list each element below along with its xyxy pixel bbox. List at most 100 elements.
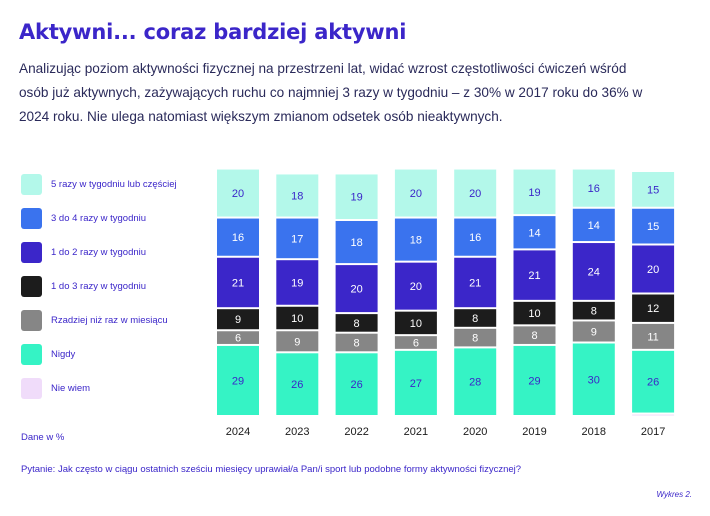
bar-segment bbox=[454, 218, 497, 256]
bar-segment bbox=[632, 350, 675, 413]
data-label: 8 bbox=[472, 333, 478, 345]
bar-segment bbox=[394, 218, 437, 261]
bar-segment bbox=[394, 350, 437, 415]
bar-segment bbox=[572, 301, 615, 320]
chart-number: Wykres 2. bbox=[656, 490, 692, 499]
bar-stack: 28 8 8 21 16 20 bbox=[454, 169, 497, 415]
bar-stack: 1261112201515 bbox=[632, 172, 675, 416]
bar-segment bbox=[276, 353, 319, 415]
data-label: 8 bbox=[531, 330, 537, 342]
data-label: 17 bbox=[291, 233, 303, 245]
data-label: 8 bbox=[354, 318, 360, 330]
data-label: 24 bbox=[588, 266, 600, 278]
legend-swatch bbox=[21, 208, 42, 229]
bar-segment bbox=[572, 321, 615, 342]
bar-segment bbox=[217, 257, 259, 308]
data-label: 18 bbox=[350, 237, 362, 249]
legend-label: 1 do 3 razy w tygodniu bbox=[51, 281, 147, 292]
legend-label: 1 do 2 razy w tygodniu bbox=[51, 247, 147, 258]
data-label: 28 bbox=[469, 377, 481, 389]
x-tick-label: 2019 bbox=[522, 426, 546, 438]
data-label: 8 bbox=[472, 313, 478, 325]
data-label: 14 bbox=[588, 220, 600, 232]
x-tick-label: 2020 bbox=[463, 426, 487, 438]
bar-segment bbox=[335, 265, 378, 313]
data-label: 19 bbox=[528, 187, 540, 199]
data-label: 9 bbox=[235, 314, 241, 326]
data-label: 8 bbox=[591, 306, 597, 318]
legend-item: Rzadziej niż raz w miesiącu bbox=[21, 310, 221, 332]
bar-segment bbox=[276, 306, 319, 330]
legend-item: Nie wiem bbox=[21, 378, 221, 400]
bar-segment bbox=[217, 345, 259, 415]
legend-label: Nigdy bbox=[51, 349, 76, 360]
bar-segment bbox=[276, 260, 319, 305]
data-label: 19 bbox=[350, 192, 362, 204]
data-label: 26 bbox=[647, 377, 659, 389]
legend-item: 1 do 2 razy w tygodniu bbox=[21, 242, 221, 264]
bar-segment bbox=[335, 174, 378, 219]
bar-segment bbox=[632, 172, 675, 207]
bar-segment bbox=[513, 216, 556, 249]
bar-segment bbox=[335, 333, 378, 352]
bar-segment bbox=[632, 414, 675, 416]
data-label: 15 bbox=[647, 221, 659, 233]
data-label: 9 bbox=[294, 336, 300, 348]
x-tick-label: 2021 bbox=[404, 426, 428, 438]
x-tick-label: 2022 bbox=[344, 426, 368, 438]
data-label: 16 bbox=[232, 232, 244, 244]
bar-segment bbox=[276, 218, 319, 259]
bar-segment bbox=[454, 309, 497, 327]
bar-segment bbox=[454, 348, 497, 415]
bar-segment bbox=[632, 323, 675, 349]
survey-question: Pytanie: Jak często w ciągu ostatnich sz… bbox=[21, 464, 522, 475]
bar-segment bbox=[217, 169, 259, 217]
bar-segment bbox=[454, 257, 497, 308]
data-label: 20 bbox=[350, 284, 362, 296]
bar-segment bbox=[572, 343, 615, 415]
bar-segment bbox=[217, 218, 259, 256]
bar-segment bbox=[513, 250, 556, 300]
legend-item: 5 razy w tygodniu lub częściej bbox=[21, 174, 221, 196]
x-tick-label: 2018 bbox=[582, 426, 606, 438]
data-label: 21 bbox=[469, 277, 481, 289]
bar-segment bbox=[632, 294, 675, 322]
data-label: 15 bbox=[647, 184, 659, 196]
data-label: 26 bbox=[350, 379, 362, 391]
x-tick-label: 2023 bbox=[285, 426, 309, 438]
data-label: 27 bbox=[410, 378, 422, 390]
data-label: 6 bbox=[413, 338, 419, 350]
bar-segment bbox=[394, 169, 437, 217]
bar-segment bbox=[276, 331, 319, 352]
data-label: 8 bbox=[354, 338, 360, 350]
bar-segment bbox=[513, 345, 556, 415]
bar-stack: 26 8 8 20 18 19 bbox=[335, 174, 378, 415]
data-label: 12 bbox=[647, 303, 659, 315]
data-label: 20 bbox=[232, 188, 244, 200]
legend-label: 5 razy w tygodniu lub częściej bbox=[51, 179, 177, 190]
bar-stack: 26 9 10 19 17 18 bbox=[276, 174, 319, 415]
bar-stack: 30 9 8 24 14 16 bbox=[572, 169, 615, 415]
bar-segment bbox=[632, 245, 675, 293]
data-label: 9 bbox=[591, 326, 597, 338]
x-tick-label: 2017 bbox=[641, 426, 665, 438]
legend-item: Nigdy bbox=[21, 344, 221, 366]
bar-segment bbox=[572, 208, 615, 242]
data-label: 10 bbox=[291, 313, 303, 325]
bar-segment bbox=[454, 328, 497, 347]
data-label: 16 bbox=[469, 232, 481, 244]
data-label: 18 bbox=[291, 191, 303, 203]
legend-swatch bbox=[21, 344, 42, 365]
bar-segment bbox=[335, 353, 378, 415]
data-label: 10 bbox=[410, 318, 422, 330]
bar-segment bbox=[335, 221, 378, 264]
data-label: 21 bbox=[232, 277, 244, 289]
bar-segment bbox=[276, 174, 319, 217]
data-label: 26 bbox=[291, 379, 303, 391]
legend-swatch bbox=[21, 310, 42, 331]
bar-segment bbox=[454, 169, 497, 217]
bar-segment bbox=[394, 311, 437, 335]
bar-segment bbox=[217, 309, 259, 330]
data-label: 16 bbox=[588, 183, 600, 195]
data-label: 14 bbox=[528, 227, 540, 239]
